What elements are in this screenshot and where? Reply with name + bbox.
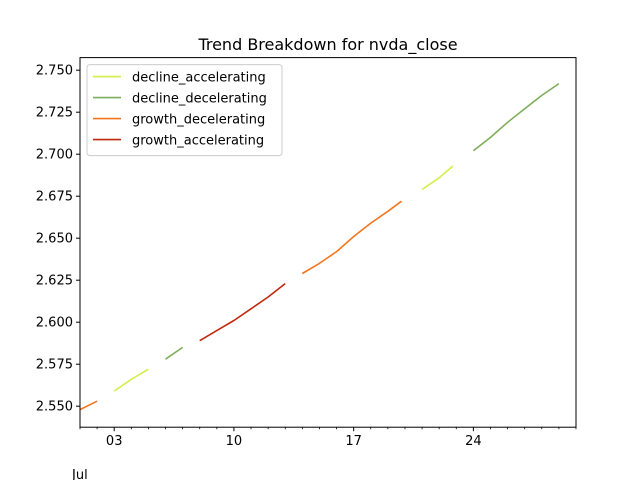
y-tick-label: 2.675 — [36, 190, 73, 205]
legend-label: decline_accelerating — [132, 71, 266, 86]
legend-label: growth_accelerating — [132, 134, 264, 149]
x-tick-label: 03 — [106, 434, 123, 449]
y-tick-label: 2.725 — [36, 106, 73, 121]
x-secondary-label: Jul — [71, 468, 88, 480]
legend: decline_accelerating decline_decelerating… — [86, 64, 283, 157]
x-tick-label: 10 — [226, 434, 243, 449]
chart-title: Trend Breakdown for nvda_close — [197, 35, 457, 55]
y-tick-label: 2.650 — [36, 232, 73, 247]
y-tick-label: 2.700 — [36, 148, 73, 163]
y-tick-label: 2.550 — [36, 400, 73, 415]
series-line-decline_accelerating-1 — [421, 165, 454, 191]
legend-box — [86, 64, 283, 157]
x-tick-label: 24 — [465, 434, 482, 449]
plot-frame — [79, 57, 577, 428]
series-line-decline_decelerating-0 — [165, 346, 184, 360]
legend-label: decline_decelerating — [132, 92, 267, 107]
y-axis: 2.550 2.575 2.600 2.625 2.650 2.675 2.700 2.725… — [36, 64, 80, 415]
series-line-decline_accelerating-0 — [113, 368, 149, 392]
y-tick-label: 2.625 — [36, 274, 73, 289]
series-line-growth_decelerating-1 — [301, 200, 402, 275]
series-line-growth_decelerating-0 — [79, 400, 98, 411]
x-tick-label: 17 — [345, 434, 362, 449]
legend-label: growth_decelerating — [132, 113, 265, 128]
y-tick-label: 2.575 — [36, 358, 73, 373]
series-line-growth_accelerating-0 — [199, 282, 286, 342]
series-line-decline_decelerating-1 — [472, 82, 560, 152]
plot-area — [79, 82, 560, 411]
x-axis: 03 10 17 24 — [79, 427, 577, 449]
y-tick-label: 2.750 — [36, 64, 73, 79]
y-tick-label: 2.600 — [36, 316, 73, 331]
